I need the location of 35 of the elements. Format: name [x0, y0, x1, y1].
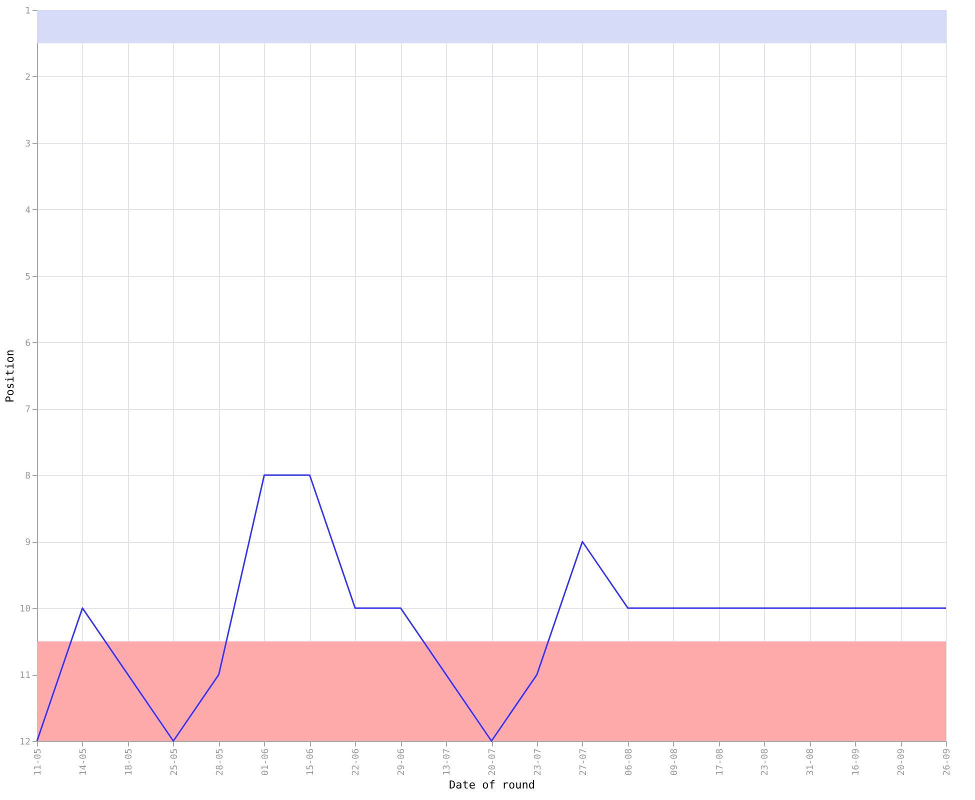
x-tick-label: 09-08	[670, 748, 680, 776]
x-tick-label: 17-08	[715, 748, 726, 776]
y-tick-label: 10	[20, 604, 30, 615]
x-tick-label: 13-07	[442, 748, 453, 776]
y-tick-label: 6	[25, 338, 30, 349]
y-tick-label: 2	[25, 72, 30, 83]
x-tick-label: 01-06	[260, 748, 271, 776]
x-tick-label: 20-07	[488, 748, 498, 776]
y-tick-label: 12	[20, 738, 30, 748]
x-tick-label: 23-08	[760, 748, 771, 776]
x-tick-label: 15-06	[306, 748, 316, 776]
x-tick-label: 06-08	[624, 748, 634, 776]
x-tick-label: 25-05	[170, 748, 180, 776]
y-axis-title: Position	[4, 350, 17, 402]
x-tick-label: 27-07	[578, 748, 589, 776]
x-tick-label: 22-06	[352, 748, 362, 776]
x-tick-label: 20-09	[897, 748, 908, 776]
x-tick-label: 28-05	[215, 748, 226, 776]
x-tick-label: 23-07	[533, 748, 544, 776]
y-tick-label: 1	[25, 6, 30, 16]
x-axis-title: Date of round	[448, 778, 536, 792]
y-tick-label: 3	[25, 139, 30, 150]
y-tick-label: 9	[25, 538, 30, 548]
y-tick-label: 4	[25, 206, 30, 216]
y-tick-label: 7	[25, 405, 30, 416]
y-tick-label: 11	[20, 671, 30, 682]
x-tick-label: 14-05	[78, 748, 89, 776]
x-tick-label: 16-09	[852, 748, 862, 776]
x-tick-label: 18-05	[124, 748, 134, 776]
y-tick-label: 8	[25, 472, 30, 482]
x-tick-label: 11-05	[34, 748, 44, 776]
x-tick-label: 29-06	[397, 748, 408, 776]
x-tick-label: 31-08	[806, 748, 816, 776]
x-tick-label: 26-09	[942, 748, 952, 776]
y-tick-label: 5	[25, 272, 30, 282]
